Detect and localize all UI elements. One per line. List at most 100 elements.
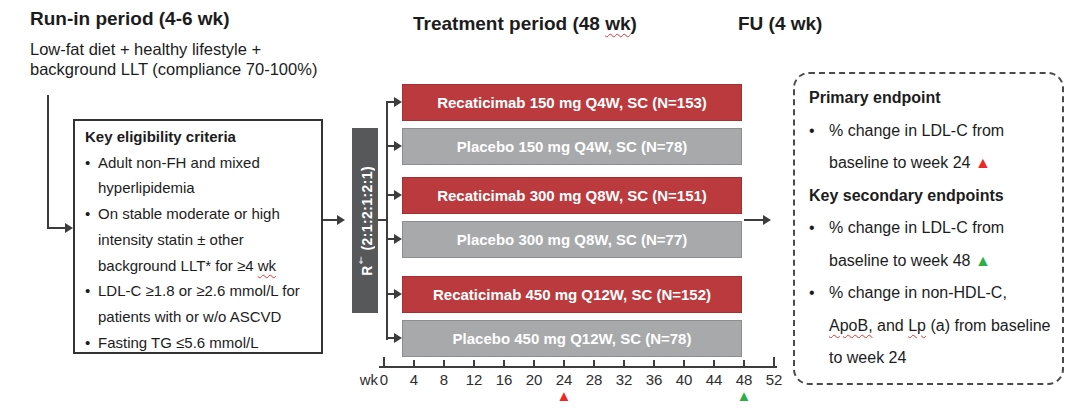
treatment-period-header: Treatment period (48 wk) [413, 13, 637, 35]
axis-tick-label: 12 [466, 371, 483, 388]
week-axis-unit-label: wk [344, 371, 378, 388]
arm-connector-arrowhead-icon [394, 234, 402, 244]
text-segment: On stable moderate or high intensity sta… [98, 205, 280, 273]
axis-tick [443, 360, 445, 367]
arm-connector-spine [386, 102, 388, 340]
list-item-text: Fasting TG ≤5.6 mmol/L [98, 330, 316, 356]
elbow-arrow-vertical-line [47, 95, 49, 229]
axis-tick [743, 360, 745, 367]
text-segment: R [358, 265, 374, 276]
primary-endpoint-list: •% change in LDL-C from baseline to week… [809, 115, 1054, 180]
list-item-text: % change in LDL-C from baseline to week … [829, 212, 1054, 277]
axis-tick-label: 52 [766, 371, 783, 388]
secondary-endpoint-item: •% change in non-HDL-C, ApoB, and Lp (a)… [809, 277, 1054, 375]
axis-tick-label: 4 [410, 371, 418, 388]
timeline-axis-line [379, 366, 777, 368]
recaticimab-arm-bar: Recaticimab 300 mg Q8W, SC (N=151) [402, 177, 742, 214]
axis-tick [773, 357, 775, 367]
bullet-icon: • [809, 212, 829, 277]
list-item-text: LDL-C ≥1.8 or ≥2.6 mmol/L for patients w… [98, 278, 316, 329]
axis-tick-label: 16 [496, 371, 513, 388]
axis-tick [563, 360, 565, 367]
text-segment: Treatment period (48 [413, 13, 605, 34]
axis-tick [623, 360, 625, 367]
list-item-text: Adult non-FH and mixed hyperlipidemia [98, 150, 316, 201]
placebo-arm-bar: Placebo 300 mg Q8W, SC (N=77) [402, 221, 742, 258]
axis-tick [503, 360, 505, 367]
elbow-arrow-horizontal-line [47, 227, 66, 229]
flow-arrow-box-to-randomization-line [323, 219, 338, 221]
eligibility-list: •Adult non-FH and mixed hyperlipidemia•O… [85, 150, 316, 356]
axis-tick [413, 360, 415, 367]
bullet-icon: • [85, 278, 98, 329]
axis-tick [683, 360, 685, 367]
bullet-icon: • [85, 330, 98, 356]
run-in-period-header: Run-in period (4-6 wk) [30, 8, 230, 30]
eligibility-item: •LDL-C ≥1.8 or ≥2.6 mmol/L for patients … [85, 278, 316, 329]
axis-tick-label: 0 [380, 371, 388, 388]
text-segment: LDL-C ≥1.8 or ≥2.6 mmol/L for patients w… [98, 282, 300, 325]
text-segment: Adult non-FH and mixed hyperlipidemia [98, 154, 260, 197]
arm-connector-arrowhead-icon [394, 190, 402, 200]
arm-connector-arrowhead-icon [394, 97, 402, 107]
eligibility-item: •On stable moderate or high intensity st… [85, 201, 316, 278]
secondary-endpoints-list: •% change in LDL-C from baseline to week… [809, 212, 1054, 375]
eligibility-item: •Fasting TG ≤5.6 mmol/L [85, 330, 316, 356]
text-segment: † [356, 254, 366, 264]
randomization-label: R† (2:1:2:1:2:1) [356, 166, 375, 276]
secondary-endpoint-item: •% change in LDL-C from baseline to week… [809, 212, 1054, 277]
list-item-text: % change in LDL-C from baseline to week … [829, 115, 1054, 180]
run-in-subtitle-line1: Low-fat diet + healthy lifestyle + [30, 40, 317, 60]
text-segment: ) [631, 13, 637, 34]
arm-connector-arrowhead-icon [394, 333, 402, 343]
text-segment: wk [605, 13, 630, 34]
randomization-bar: R† (2:1:2:1:2:1) [352, 128, 378, 313]
eligibility-title: Key eligibility criteria [85, 124, 316, 150]
axis-tick-label: 8 [440, 371, 448, 388]
placebo-arm-bar: Placebo 450 mg Q12W, SC (N=78) [402, 320, 742, 357]
axis-tick-label: 32 [616, 371, 633, 388]
flow-arrow-arms-to-endpoints-head-icon [763, 215, 771, 225]
list-item-text: On stable moderate or high intensity sta… [98, 201, 316, 278]
eligibility-item: •Adult non-FH and mixed hyperlipidemia [85, 150, 316, 201]
axis-tick [473, 360, 475, 367]
axis-tick-label: 40 [676, 371, 693, 388]
bullet-icon: • [85, 201, 98, 278]
recaticimab-arm-bar: Recaticimab 150 mg Q4W, SC (N=153) [402, 84, 742, 121]
bullet-icon: • [809, 277, 829, 375]
week-24-marker-icon: ▲ [557, 388, 572, 403]
text-segment: % change in non-HDL-C, [829, 284, 1007, 301]
bullet-icon: • [85, 150, 98, 201]
placebo-arm-bar: Placebo 150 mg Q4W, SC (N=78) [402, 128, 742, 165]
axis-tick [383, 357, 385, 367]
run-in-subtitle: Low-fat diet + healthy lifestyle + backg… [30, 40, 317, 79]
primary-endpoint-title: Primary endpoint [809, 82, 1054, 115]
week-48-marker-icon: ▲ [737, 388, 752, 403]
axis-tick [593, 360, 595, 367]
axis-tick-label: 24 [556, 371, 573, 388]
recaticimab-arm-bar: Recaticimab 450 mg Q12W, SC (N=152) [402, 276, 742, 313]
arm-connector-arrowhead-icon [394, 289, 402, 299]
text-segment: Lp [908, 317, 926, 334]
bullet-icon: • [809, 115, 829, 180]
axis-tick [653, 360, 655, 367]
triangle-marker-glyph: ▲ [975, 252, 991, 269]
arm-connector-arrowhead-icon [394, 141, 402, 151]
axis-tick [533, 360, 535, 367]
follow-up-header: FU (4 wk) [738, 13, 822, 35]
axis-tick-label: 20 [526, 371, 543, 388]
eligibility-box: Key eligibility criteria •Adult non-FH a… [73, 119, 323, 354]
primary-endpoint-item: •% change in LDL-C from baseline to week… [809, 115, 1054, 180]
text-segment: ApoB, [829, 317, 873, 334]
secondary-endpoints-title: Key secondary endpoints [809, 180, 1054, 213]
text-segment: wk [258, 257, 276, 274]
axis-tick-label: 44 [706, 371, 723, 388]
axis-tick [713, 360, 715, 367]
run-in-subtitle-line2: background LLT (compliance 70-100%) [30, 60, 317, 80]
flow-arrow-arms-to-endpoints-line [744, 219, 764, 221]
axis-tick-label: 36 [646, 371, 663, 388]
elbow-arrowhead-icon [65, 223, 73, 233]
text-segment: and [873, 317, 909, 334]
flow-arrow-box-to-randomization-head-icon [337, 215, 345, 225]
text-segment: (2:1:2:1:2:1) [358, 166, 374, 255]
